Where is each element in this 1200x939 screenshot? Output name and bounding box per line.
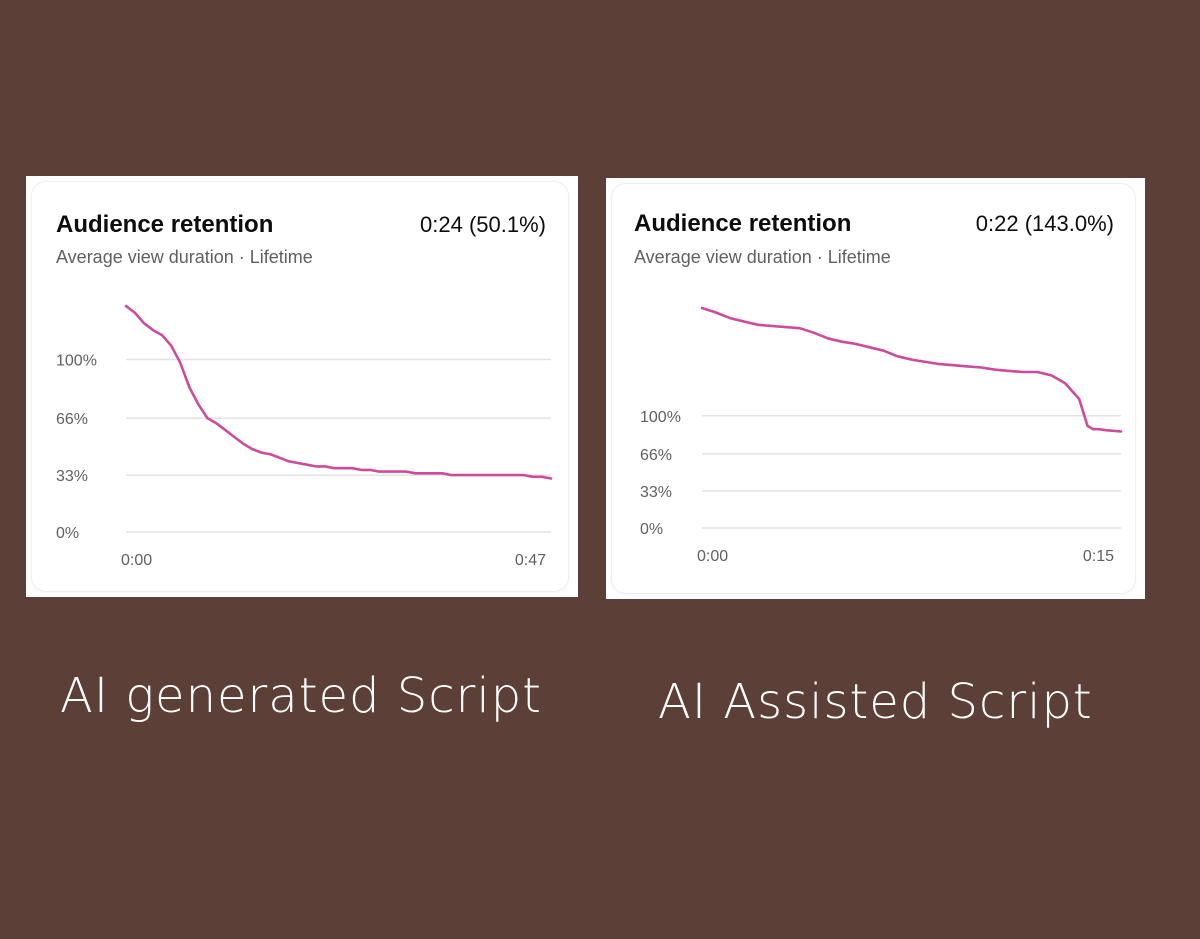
left-ytick-label: 66% [56, 411, 88, 428]
left-ytick-label: 0% [56, 525, 79, 542]
right-chart-panel: Audience retention 0:22 (143.0%) Average… [606, 178, 1145, 599]
right-ytick-label: 100% [640, 409, 681, 426]
right-retention-chart: Audience retention 0:22 (143.0%) Average… [634, 210, 1123, 565]
right-xtick-end: 0:15 [1083, 548, 1114, 565]
right-chart-subtitle: Average view duration · Lifetime [634, 247, 891, 267]
right-ytick-label: 0% [640, 521, 663, 538]
left-chart-subtitle: Average view duration · Lifetime [56, 247, 313, 267]
left-ytick-label: 33% [56, 468, 88, 485]
right-retention-card: Audience retention 0:22 (143.0%) Average… [612, 184, 1135, 593]
left-ytick-label: 100% [56, 352, 97, 369]
left-xtick-end: 0:47 [515, 552, 546, 569]
left-chart-stat: 0:24 (50.1%) [420, 212, 546, 237]
right-retention-line [700, 306, 1123, 433]
right-ytick-label: 33% [640, 484, 672, 501]
left-retention-chart: Audience retention 0:24 (50.1%) Average … [56, 211, 553, 569]
right-caption: AI Assisted Script [658, 674, 1093, 730]
left-chart-panel: Audience retention 0:24 (50.1%) Average … [26, 176, 578, 597]
right-xtick-start: 0:00 [697, 548, 728, 565]
right-ytick-label: 66% [640, 447, 672, 464]
right-chart-title: Audience retention [634, 210, 851, 237]
left-chart-title: Audience retention [56, 211, 273, 238]
right-chart-stat: 0:22 (143.0%) [976, 211, 1114, 236]
left-caption: AI generated Script [60, 668, 542, 724]
left-retention-card: Audience retention 0:24 (50.1%) Average … [32, 182, 568, 591]
left-xtick-start: 0:00 [121, 552, 152, 569]
left-retention-line [124, 304, 553, 480]
